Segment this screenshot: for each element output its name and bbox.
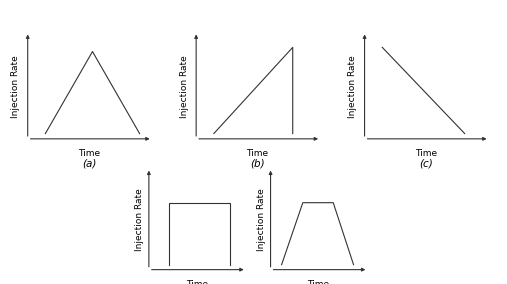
Text: Injection Rate: Injection Rate — [348, 55, 357, 118]
Text: Injection Rate: Injection Rate — [180, 55, 189, 118]
Text: Time: Time — [246, 149, 268, 158]
Text: Time: Time — [415, 149, 437, 158]
Text: (b): (b) — [250, 159, 265, 169]
Text: (a): (a) — [82, 159, 96, 169]
Text: Time: Time — [78, 149, 100, 158]
Text: Injection Rate: Injection Rate — [135, 188, 144, 251]
Text: Time: Time — [307, 280, 330, 284]
Text: Time: Time — [186, 280, 208, 284]
Text: Injection Rate: Injection Rate — [257, 188, 266, 251]
Text: Injection Rate: Injection Rate — [12, 55, 20, 118]
Text: (c): (c) — [419, 159, 432, 169]
